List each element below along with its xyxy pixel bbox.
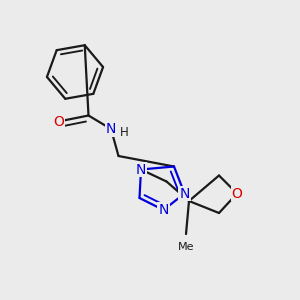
Text: O: O (53, 115, 64, 128)
Text: H: H (120, 126, 129, 139)
Text: N: N (106, 122, 116, 136)
Text: O: O (232, 187, 242, 200)
Text: N: N (136, 163, 146, 176)
Text: N: N (179, 187, 190, 200)
Text: N: N (158, 203, 169, 217)
Text: Me: Me (178, 242, 194, 253)
